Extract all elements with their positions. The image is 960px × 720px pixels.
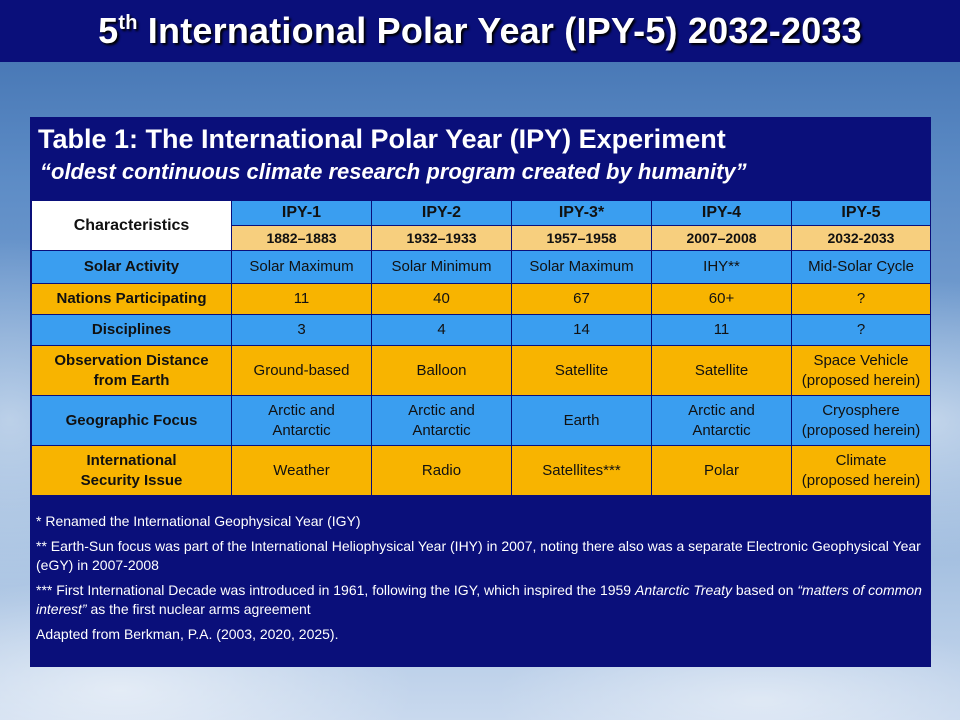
table-cell: 14 [511, 314, 652, 346]
table-cell: Satellite [651, 345, 792, 396]
table-cell: Ground-based [231, 345, 372, 396]
table-cell: Space Vehicle (proposed herein) [791, 345, 931, 396]
table-cell: Satellite [511, 345, 652, 396]
source-citation: Adapted from Berkman, P.A. (2003, 2020, … [36, 626, 339, 642]
table-cell: Climate (proposed herein) [791, 445, 931, 496]
cell-line: Arctic and [408, 401, 475, 419]
table-cell: Solar Maximum [231, 250, 372, 284]
table-cell: Solar Maximum [511, 250, 652, 284]
table-cell: 67 [511, 283, 652, 315]
table-cell: 11 [651, 314, 792, 346]
cell-line: Arctic and [268, 401, 335, 419]
row-label-disciplines: Disciplines [31, 314, 232, 346]
table-footnotes: * Renamed the International Geophysical … [36, 512, 924, 650]
corner-header-cell: Characteristics [31, 200, 232, 251]
years-cell-ipy3: 1957–1958 [511, 225, 652, 251]
cell-line: (proposed herein) [801, 421, 921, 439]
table-cell: Solar Minimum [371, 250, 512, 284]
footnote-3-italic: Antarctic Treaty [635, 582, 732, 598]
table-cell: 11 [231, 283, 372, 315]
label-line: Observation Distance [54, 351, 209, 369]
table-cell: Polar [651, 445, 792, 496]
table-cell: Satellites*** [511, 445, 652, 496]
table-cell: Radio [371, 445, 512, 496]
cell-line: Antarctic [412, 421, 471, 439]
table-row-nations-participating: Nations Participating 11 40 67 60+ ? [31, 283, 931, 315]
table-cell: 60+ [651, 283, 792, 315]
table-cell: Balloon [371, 345, 512, 396]
table-row-solar-activity: Solar Activity Solar Maximum Solar Minim… [31, 250, 931, 284]
table-cell: Cryosphere (proposed herein) [791, 395, 931, 446]
table-cell: ? [791, 314, 931, 346]
table-cell: 4 [371, 314, 512, 346]
table-cell: Earth [511, 395, 652, 446]
table-cell: Arctic and Antarctic [371, 395, 512, 446]
table-panel: Table 1: The International Polar Year (I… [30, 117, 931, 667]
slide-title-bar: 5th International Polar Year (IPY-5) 203… [0, 0, 960, 62]
row-label-security-issue: International Security Issue [31, 445, 232, 496]
column-header-ipy3: IPY-3* [511, 200, 652, 226]
table-subtitle: “oldest continuous climate research prog… [40, 159, 747, 184]
cell-line: Climate [835, 451, 887, 469]
slide-title: 5th International Polar Year (IPY-5) 203… [98, 10, 862, 52]
years-cell-ipy2: 1932–1933 [371, 225, 512, 251]
footnote-3-text: *** First International Decade was intro… [36, 582, 635, 598]
years-cell-ipy4: 2007–2008 [651, 225, 792, 251]
footnote-1: * Renamed the International Geophysical … [36, 513, 361, 529]
table-cell: 40 [371, 283, 512, 315]
table-cell: Mid-Solar Cycle [791, 250, 931, 284]
table-row-observation-distance: Observation Distance from Earth Ground-b… [31, 345, 931, 396]
column-header-ipy4: IPY-4 [651, 200, 792, 226]
ipy-comparison-table: Characteristics IPY-1 IPY-2 IPY-3* IPY-4… [31, 200, 931, 496]
title-superscript: th [118, 12, 138, 34]
cell-line: Space Vehicle [813, 351, 909, 369]
cell-line: (proposed herein) [801, 371, 921, 389]
years-cell-ipy1: 1882–1883 [231, 225, 372, 251]
cell-line: Antarctic [272, 421, 331, 439]
table-cell: Arctic and Antarctic [231, 395, 372, 446]
footnote-3-text: based on [732, 582, 798, 598]
cell-line: Arctic and [688, 401, 755, 419]
table-row-security-issue: International Security Issue Weather Rad… [31, 445, 931, 496]
label-line: International [86, 451, 177, 469]
title-rest: International Polar Year (IPY-5) 2032-20… [137, 10, 862, 51]
table-row-disciplines: Disciplines 3 4 14 11 ? [31, 314, 931, 346]
table-cell: IHY** [651, 250, 792, 284]
years-cell-ipy5: 2032-2033 [791, 225, 931, 251]
row-label-geographic-focus: Geographic Focus [31, 395, 232, 446]
label-line: Security Issue [80, 471, 183, 489]
footnote-2: ** Earth-Sun focus was part of the Inter… [36, 538, 921, 573]
column-header-ipy1: IPY-1 [231, 200, 372, 226]
footnote-3-italic: “matters of common interest” [36, 582, 922, 617]
footnote-3-text: as the first nuclear arms agreement [86, 601, 311, 617]
row-label-observation-distance: Observation Distance from Earth [31, 345, 232, 396]
table-cell: Arctic and Antarctic [651, 395, 792, 446]
cell-line: (proposed herein) [801, 471, 921, 489]
table-title: Table 1: The International Polar Year (I… [38, 124, 726, 154]
cell-line: Cryosphere [822, 401, 900, 419]
table-years-row: 1882–1883 1932–1933 1957–1958 2007–2008 … [32, 225, 931, 251]
row-label-solar-activity: Solar Activity [31, 250, 232, 284]
table-cell: 3 [231, 314, 372, 346]
row-label-nations-participating: Nations Participating [31, 283, 232, 315]
footnote-3: *** First International Decade was intro… [36, 581, 924, 619]
column-header-ipy2: IPY-2 [371, 200, 512, 226]
cell-line: Antarctic [692, 421, 751, 439]
title-prefix: 5 [98, 10, 119, 51]
table-cell: ? [791, 283, 931, 315]
column-header-ipy5: IPY-5 [791, 200, 931, 226]
label-line: from Earth [93, 371, 170, 389]
table-cell: Weather [231, 445, 372, 496]
table-header-row: Characteristics IPY-1 IPY-2 IPY-3* IPY-4… [31, 200, 931, 251]
panel-header: Table 1: The International Polar Year (I… [30, 117, 931, 187]
table-row-geographic-focus: Geographic Focus Arctic and Antarctic Ar… [31, 395, 931, 446]
